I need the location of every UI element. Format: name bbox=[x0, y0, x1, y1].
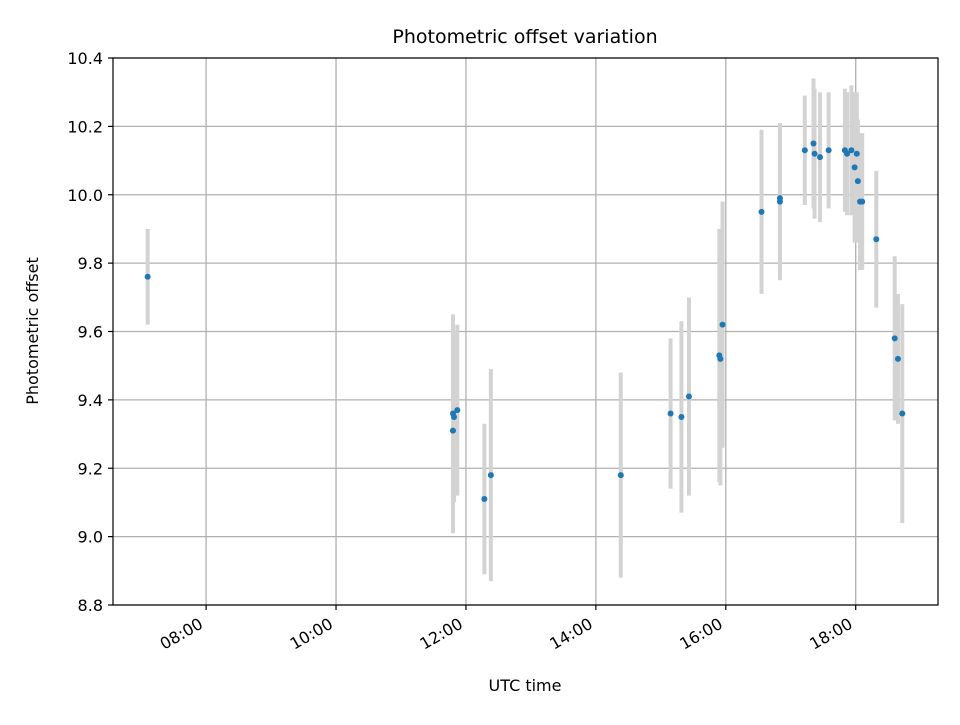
data-point bbox=[848, 147, 855, 154]
data-point bbox=[449, 427, 456, 434]
x-axis-label: UTC time bbox=[489, 676, 562, 695]
y-tick-label: 10.0 bbox=[67, 186, 103, 205]
data-point bbox=[685, 393, 692, 400]
y-tick-label: 9.2 bbox=[78, 459, 103, 478]
data-point bbox=[859, 198, 866, 205]
data-point bbox=[801, 147, 808, 154]
y-axis-label: Photometric offset bbox=[23, 257, 42, 405]
y-tick-label: 8.8 bbox=[78, 596, 103, 615]
y-tick-label: 9.6 bbox=[78, 323, 103, 342]
data-point bbox=[667, 410, 674, 417]
data-point bbox=[853, 150, 860, 157]
data-point bbox=[617, 472, 624, 479]
data-point bbox=[678, 413, 685, 420]
data-point bbox=[454, 407, 461, 414]
data-point bbox=[844, 150, 851, 157]
data-point bbox=[894, 355, 901, 362]
data-point bbox=[776, 195, 783, 202]
y-tick-label: 10.2 bbox=[67, 117, 103, 136]
data-point bbox=[891, 335, 898, 342]
data-point bbox=[810, 140, 817, 147]
data-point bbox=[899, 410, 906, 417]
y-axis-ticks: 8.8 9.0 9.2 9.4 9.6 9.8 10.0 10.2 10.4 bbox=[67, 49, 113, 615]
data-point bbox=[825, 147, 832, 154]
data-point bbox=[758, 208, 765, 215]
y-tick-label: 10.4 bbox=[67, 49, 103, 68]
y-tick-label: 9.8 bbox=[78, 254, 103, 273]
data-point bbox=[873, 236, 880, 243]
data-point bbox=[854, 178, 861, 185]
data-point bbox=[144, 273, 151, 280]
data-point bbox=[816, 154, 823, 161]
data-points bbox=[144, 140, 906, 503]
data-point bbox=[487, 472, 494, 479]
data-point bbox=[811, 150, 818, 157]
data-point bbox=[717, 355, 724, 362]
y-tick-label: 9.0 bbox=[78, 528, 103, 547]
chart-title: Photometric offset variation bbox=[392, 26, 657, 48]
data-point bbox=[719, 321, 726, 328]
data-point bbox=[851, 164, 858, 171]
data-point bbox=[451, 413, 458, 420]
data-point bbox=[481, 496, 488, 503]
y-tick-label: 9.4 bbox=[78, 391, 103, 410]
